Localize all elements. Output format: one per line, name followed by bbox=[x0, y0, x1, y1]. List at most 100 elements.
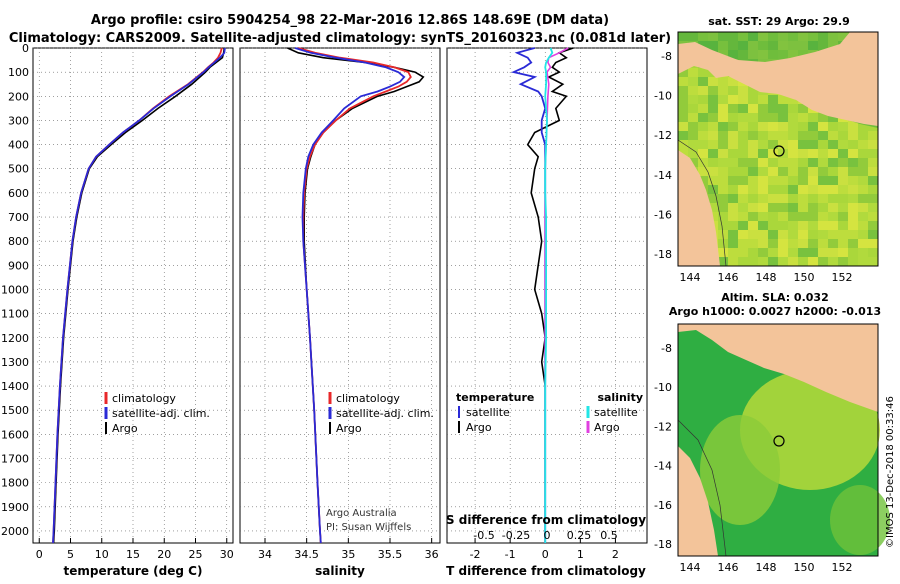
series-line-climatology bbox=[298, 47, 412, 544]
x-tick-label: 25 bbox=[189, 548, 203, 561]
sst-cell bbox=[818, 167, 828, 176]
sst-map bbox=[677, 31, 879, 267]
sst-cell bbox=[798, 149, 808, 158]
sst-cell bbox=[718, 257, 728, 266]
sst-cell bbox=[768, 248, 778, 257]
sst-cell bbox=[758, 140, 768, 149]
map-lon-label: 148 bbox=[756, 271, 777, 284]
map-lat-label: -18 bbox=[654, 248, 672, 261]
sst-cell bbox=[768, 140, 778, 149]
sst-cell bbox=[728, 230, 738, 239]
sst-cell bbox=[718, 77, 728, 86]
sst-cell bbox=[838, 131, 848, 140]
map-lat-label: -8 bbox=[661, 342, 672, 355]
x-tick-label: 2 bbox=[612, 548, 619, 561]
sla-map-anomaly-3 bbox=[830, 485, 890, 555]
s-difference-axis-label: S difference from climatology bbox=[446, 513, 646, 527]
sst-cell bbox=[858, 230, 868, 239]
sst-cell bbox=[738, 167, 748, 176]
sst-cell bbox=[678, 104, 688, 113]
sst-cell bbox=[808, 113, 818, 122]
sst-cell bbox=[838, 257, 848, 266]
sst-cell bbox=[778, 122, 788, 131]
sst-cell bbox=[788, 194, 798, 203]
x-tick-label: -2 bbox=[470, 548, 481, 561]
sst-cell bbox=[788, 104, 798, 113]
sst-cell bbox=[838, 122, 848, 131]
sst-cell bbox=[778, 95, 788, 104]
sst-cell bbox=[848, 212, 858, 221]
sst-cell bbox=[838, 185, 848, 194]
sst-cell bbox=[788, 248, 798, 257]
sst-cell bbox=[708, 185, 718, 194]
sst-cell bbox=[718, 203, 728, 212]
sst-cell bbox=[738, 221, 748, 230]
sst-cell bbox=[838, 212, 848, 221]
sst-cell bbox=[728, 104, 738, 113]
sst-cell bbox=[718, 158, 728, 167]
sst-map-land-australia bbox=[678, 150, 720, 266]
sst-cell bbox=[748, 104, 758, 113]
t-difference-axis-label: T difference from climatology bbox=[446, 564, 646, 578]
sst-cell bbox=[808, 257, 818, 266]
sst-cell bbox=[828, 239, 838, 248]
sst-cell bbox=[808, 212, 818, 221]
sst-cell bbox=[818, 194, 828, 203]
sst-cell bbox=[768, 113, 778, 122]
sst-cell bbox=[708, 95, 718, 104]
sst-cell bbox=[858, 257, 868, 266]
sst-cell bbox=[778, 194, 788, 203]
sst-cell bbox=[728, 257, 738, 266]
sst-cell bbox=[698, 158, 708, 167]
map-lat-label: -16 bbox=[654, 208, 672, 221]
depth-tick-label: 200 bbox=[8, 90, 29, 103]
x-tick-label: 30 bbox=[220, 548, 234, 561]
sst-cell bbox=[818, 212, 828, 221]
sst-cell bbox=[708, 86, 718, 95]
sst-cell bbox=[738, 158, 748, 167]
sst-cell bbox=[798, 131, 808, 140]
sst-cell bbox=[748, 131, 758, 140]
sst-cell bbox=[708, 203, 718, 212]
map-lon-label: 146 bbox=[718, 271, 739, 284]
sst-cell bbox=[798, 176, 808, 185]
depth-tick-label: 500 bbox=[8, 163, 29, 176]
x-tick-label: 1 bbox=[577, 548, 584, 561]
sst-cell bbox=[758, 104, 768, 113]
sst-cell bbox=[798, 104, 808, 113]
sst-cell bbox=[728, 95, 738, 104]
map-lat-label: -18 bbox=[654, 538, 672, 551]
sst-cell bbox=[858, 176, 868, 185]
sst-cell bbox=[758, 167, 768, 176]
sst-cell bbox=[848, 257, 858, 266]
depth-tick-label: 1600 bbox=[1, 428, 29, 441]
sst-cell bbox=[738, 104, 748, 113]
sst-cell bbox=[748, 257, 758, 266]
map-lat-label: -16 bbox=[654, 499, 672, 512]
sst-cell bbox=[758, 158, 768, 167]
sst-cell bbox=[698, 149, 708, 158]
x-tick-label: 20 bbox=[157, 548, 171, 561]
sst-cell bbox=[868, 230, 878, 239]
sst-cell bbox=[858, 248, 868, 257]
sst-cell bbox=[818, 176, 828, 185]
sst-cell bbox=[698, 77, 708, 86]
sst-cell bbox=[768, 203, 778, 212]
sst-cell bbox=[778, 167, 788, 176]
salinity-axis-label: salinity bbox=[315, 564, 365, 578]
annotation-argo-australia: Argo Australia bbox=[326, 508, 397, 519]
sst-cell bbox=[868, 194, 878, 203]
map-lon-label: 144 bbox=[680, 271, 701, 284]
sst-cell bbox=[688, 77, 698, 86]
sst-cell bbox=[708, 113, 718, 122]
sst-cell bbox=[738, 194, 748, 203]
sst-cell bbox=[778, 176, 788, 185]
sst-cell bbox=[748, 185, 758, 194]
sst-cell bbox=[758, 221, 768, 230]
s-diff-tick: 0.5 bbox=[600, 529, 618, 542]
s-diff-tick: -0.25 bbox=[502, 529, 530, 542]
sst-cell bbox=[778, 239, 788, 248]
sst-cell bbox=[838, 221, 848, 230]
legend-label-climatology: climatology bbox=[336, 392, 400, 405]
depth-tick-label: 100 bbox=[8, 66, 29, 79]
